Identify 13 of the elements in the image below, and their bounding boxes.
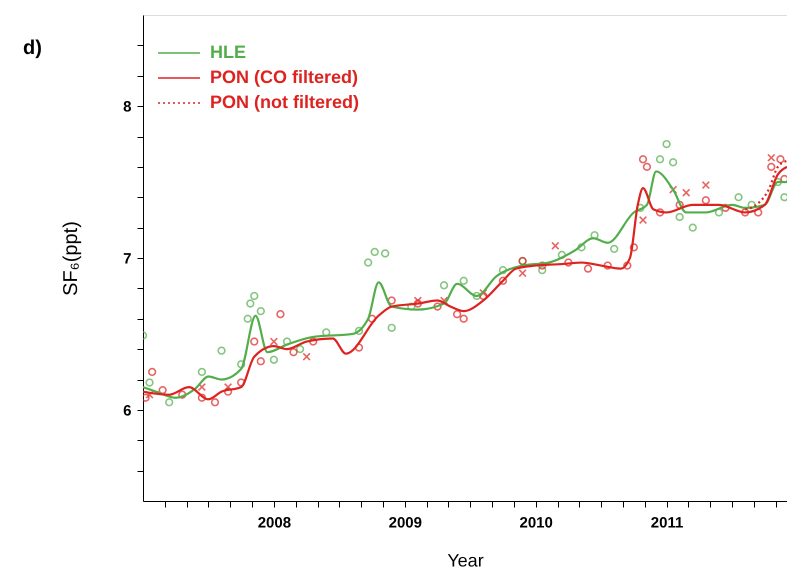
x-tick-label: 2008 [258,514,292,532]
y-tick-label: 6 [123,402,132,420]
y-tick-label: 8 [123,98,132,116]
y-tick-label: 7 [123,250,132,268]
text: d) [23,37,42,59]
legend-label: PON (CO filtered) [210,67,358,87]
x-tick-label: 2009 [388,514,422,532]
x-tick-label: 2010 [519,514,553,532]
legend-label: HLE [210,42,246,62]
x-tick-label: 2011 [650,514,684,532]
x-axis-title: Year [447,550,484,570]
y-axis-title: SF₆(ppt) [60,221,82,296]
legend-label: PON (not filtered) [210,92,359,112]
